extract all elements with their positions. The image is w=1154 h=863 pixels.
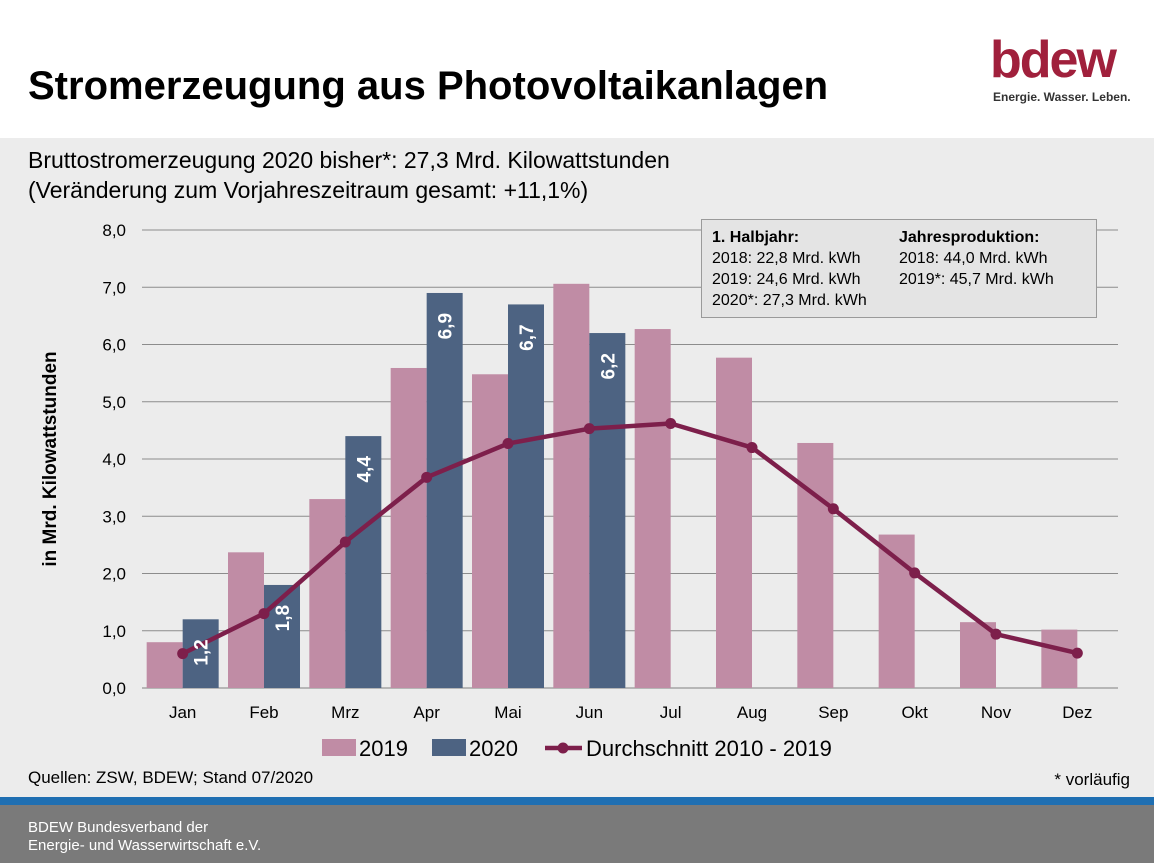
data-label-2020: 4,4	[354, 456, 375, 483]
header: Stromerzeugung aus Photovoltaikanlagen b…	[0, 0, 1154, 138]
average-point-feb	[258, 608, 270, 620]
bar-2019-jan	[146, 642, 183, 688]
bar-2020-mai	[508, 304, 544, 688]
average-point-okt	[909, 567, 921, 579]
average-point-mrz	[339, 536, 351, 548]
legend-label-2020: 2020	[469, 736, 518, 761]
average-point-jul	[665, 418, 677, 430]
x-tick-label: Sep	[818, 703, 848, 722]
x-tick-label: Jan	[169, 703, 196, 722]
annual-header: Jahresproduktion:	[899, 229, 1040, 246]
average-point-mai	[502, 438, 514, 450]
y-axis-label: in Mrd. Kilowattstunden	[40, 351, 61, 566]
x-tick-label: Dez	[1062, 703, 1092, 722]
bar-2019-sep	[797, 442, 834, 688]
bar-2020-jan	[182, 619, 219, 688]
data-label-2020: 1,8	[273, 605, 294, 631]
logo-word: bdew	[990, 31, 1117, 89]
y-tick-label: 0,0	[102, 679, 126, 698]
annual-row: 2018: 44,0 Mrd. kWh	[899, 250, 1048, 267]
y-tick-label: 3,0	[102, 507, 126, 526]
y-tick-label: 8,0	[102, 221, 126, 240]
data-label-2020: 1,2	[192, 639, 213, 665]
footer: BDEW Bundesverband der Energie- und Wass…	[0, 805, 1154, 863]
half-year-header: 1. Halbjahr:	[712, 229, 800, 246]
page-title: Stromerzeugung aus Photovoltaikanlagen	[28, 64, 829, 108]
data-label-2020: 6,9	[436, 313, 457, 339]
y-tick-label: 5,0	[102, 393, 126, 412]
annual-row: 2019*: 45,7 Mrd. kWh	[899, 271, 1054, 288]
half-year-row: 2020*: 27,3 Mrd. kWh	[712, 292, 867, 309]
y-tick-label: 1,0	[102, 622, 126, 641]
legend-label-average: Durchschnitt 2010 - 2019	[586, 736, 832, 761]
x-tick-label: Feb	[249, 703, 278, 722]
legend-swatch-2020	[432, 739, 466, 756]
y-tick-label: 6,0	[102, 336, 126, 355]
subtitle-line-2: (Veränderung zum Vorjahreszeitraum gesam…	[28, 177, 589, 203]
data-label-2020: 6,2	[598, 353, 619, 379]
footnote: * vorläufig	[1054, 770, 1130, 789]
bdew-logo: bdew Energie. Wasser. Leben.	[990, 30, 1131, 110]
x-tick-label: Nov	[981, 703, 1012, 722]
footer-line-2: Energie- und Wasserwirtschaft e.V.	[28, 837, 262, 854]
subtitle-line-1: Bruttostromerzeugung 2020 bisher*: 27,3 …	[28, 147, 670, 173]
footer-line-1: BDEW Bundesverband der	[28, 819, 209, 836]
y-tick-label: 4,0	[102, 450, 126, 469]
data-label-2020: 6,7	[517, 324, 538, 350]
source-note: Quellen: ZSW, BDEW; Stand 07/2020	[28, 768, 314, 787]
bar-2019-apr	[390, 367, 427, 688]
bar-2020-feb	[264, 584, 300, 688]
average-point-dez	[1071, 647, 1083, 659]
average-point-aug	[746, 442, 758, 454]
legend-label-2019: 2019	[359, 736, 408, 761]
x-tick-label: Mrz	[331, 703, 359, 722]
info-box: 1. Halbjahr: 2018: 22,8 Mrd. kWh 2019: 2…	[701, 219, 1097, 318]
bar-2019-jun	[553, 283, 590, 688]
bar-2019-mai	[472, 374, 508, 688]
logo-tagline: Energie. Wasser. Leben.	[993, 90, 1131, 104]
legend-marker-average	[557, 742, 569, 754]
bar-2020-mrz	[345, 436, 382, 688]
y-tick-label: 7,0	[102, 278, 126, 297]
half-year-column: 1. Halbjahr: 2018: 22,8 Mrd. kWh 2019: 2…	[712, 227, 867, 311]
average-point-apr	[421, 471, 433, 483]
footer-stripe	[0, 797, 1154, 805]
bar-2019-jul	[634, 329, 671, 688]
x-tick-label: Jun	[576, 703, 603, 722]
x-tick-label: Okt	[901, 703, 928, 722]
bar-2019-nov	[960, 622, 996, 688]
bar-2020-jun	[589, 333, 626, 688]
legend-swatch-2019	[322, 739, 356, 756]
bar-2019-aug	[716, 357, 752, 688]
subtitle: Bruttostromerzeugung 2020 bisher*: 27,3 …	[28, 145, 670, 205]
annual-column: Jahresproduktion: 2018: 44,0 Mrd. kWh 20…	[899, 227, 1054, 290]
average-point-nov	[990, 628, 1002, 640]
x-tick-label: Aug	[737, 703, 767, 722]
average-point-sep	[827, 503, 839, 515]
pv-chart: 0,0 1,0 2,0 3,0 4,0 5,0 6,0 7,0 8,0 in Mrd. Kilow…	[40, 221, 1118, 761]
bar-2019-mrz	[309, 499, 346, 688]
half-year-row: 2018: 22,8 Mrd. kWh	[712, 250, 861, 267]
y-tick-label: 2,0	[102, 565, 126, 584]
x-tick-label: Jul	[660, 703, 682, 722]
bar-2020-apr	[426, 292, 463, 688]
average-line	[181, 421, 1078, 656]
average-point-jun	[583, 423, 595, 435]
x-tick-label: Mai	[494, 703, 521, 722]
bar-2019-dez	[1041, 629, 1078, 688]
average-point-jan	[177, 648, 189, 660]
x-tick-label: Apr	[413, 703, 440, 722]
half-year-row: 2019: 24,6 Mrd. kWh	[712, 271, 861, 288]
